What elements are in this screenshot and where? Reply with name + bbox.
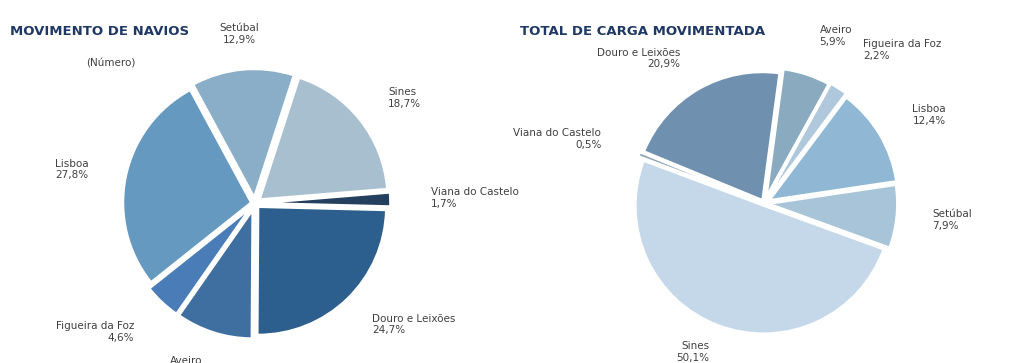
Text: Viana do Castelo
0,5%: Viana do Castelo 0,5% (514, 129, 601, 150)
Wedge shape (260, 78, 387, 199)
Text: (Número): (Número) (87, 58, 136, 68)
Text: MOVIMENTO DE NAVIOS: MOVIMENTO DE NAVIOS (10, 25, 190, 38)
Text: Douro e Leixões
24,7%: Douro e Leixões 24,7% (372, 314, 455, 335)
Text: Lisboa
27,8%: Lisboa 27,8% (55, 159, 89, 180)
Wedge shape (769, 185, 897, 248)
Text: Lisboa
12,4%: Lisboa 12,4% (912, 104, 946, 126)
Text: Viana do Castelo
1,7%: Viana do Castelo 1,7% (431, 188, 519, 209)
Text: Figueira da Foz
2,2%: Figueira da Foz 2,2% (863, 39, 942, 61)
Wedge shape (179, 211, 253, 338)
Text: Figueira da Foz
4,6%: Figueira da Foz 4,6% (56, 321, 135, 343)
Wedge shape (258, 207, 386, 335)
Wedge shape (769, 84, 846, 196)
Wedge shape (644, 72, 780, 200)
Wedge shape (150, 209, 250, 314)
Text: Setúbal
12,9%: Setúbal 12,9% (219, 23, 259, 45)
Wedge shape (766, 69, 828, 196)
Text: Sines
50,1%: Sines 50,1% (677, 341, 709, 363)
Text: Sines
18,7%: Sines 18,7% (388, 87, 421, 109)
Text: Aveiro
9,6%: Aveiro 9,6% (170, 356, 203, 363)
Wedge shape (123, 90, 251, 282)
Text: Douro e Leixões
20,9%: Douro e Leixões 20,9% (597, 48, 681, 69)
Wedge shape (636, 161, 883, 334)
Text: Setúbal
7,9%: Setúbal 7,9% (932, 209, 972, 231)
Wedge shape (639, 152, 758, 201)
Wedge shape (263, 193, 390, 206)
Text: TOTAL DE CARGA MOVIMENTADA: TOTAL DE CARGA MOVIMENTADA (520, 25, 765, 38)
Wedge shape (194, 69, 293, 197)
Wedge shape (769, 98, 896, 200)
Text: Aveiro
5,9%: Aveiro 5,9% (819, 25, 852, 47)
